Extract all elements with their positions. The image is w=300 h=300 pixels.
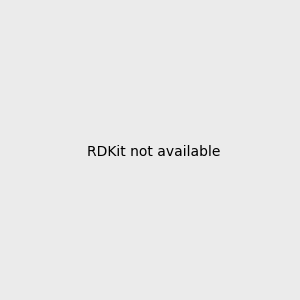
Text: RDKit not available: RDKit not available	[87, 145, 220, 158]
